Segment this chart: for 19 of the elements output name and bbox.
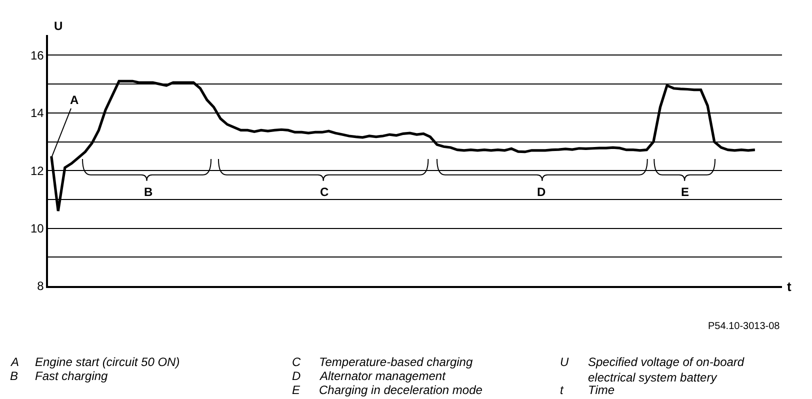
y-tick-label: 8: [37, 279, 44, 294]
text: t Time: [560, 383, 615, 397]
y-tick-label: 14: [30, 106, 44, 120]
annotation: A: [70, 93, 79, 107]
text: C Temperature-based charging: [292, 355, 473, 369]
text: B Fast charging: [10, 369, 108, 383]
annotation: D: [537, 185, 546, 199]
y-tick-label: 12: [30, 164, 44, 178]
y-tick-label: 10: [30, 222, 44, 236]
x-axis-title: t: [787, 279, 792, 294]
y-tick-label: 16: [30, 48, 44, 62]
annotation: E: [681, 185, 690, 199]
text: E Charging in deceleration mode: [292, 383, 482, 397]
text: P54.10-3013-08: [708, 321, 780, 332]
annotation: B: [144, 185, 153, 199]
text: D Alternator management: [292, 369, 446, 383]
text: A Engine start (circuit 50 ON): [11, 355, 180, 369]
y-axis-title: U: [54, 19, 63, 33]
annotation: C: [320, 185, 329, 199]
